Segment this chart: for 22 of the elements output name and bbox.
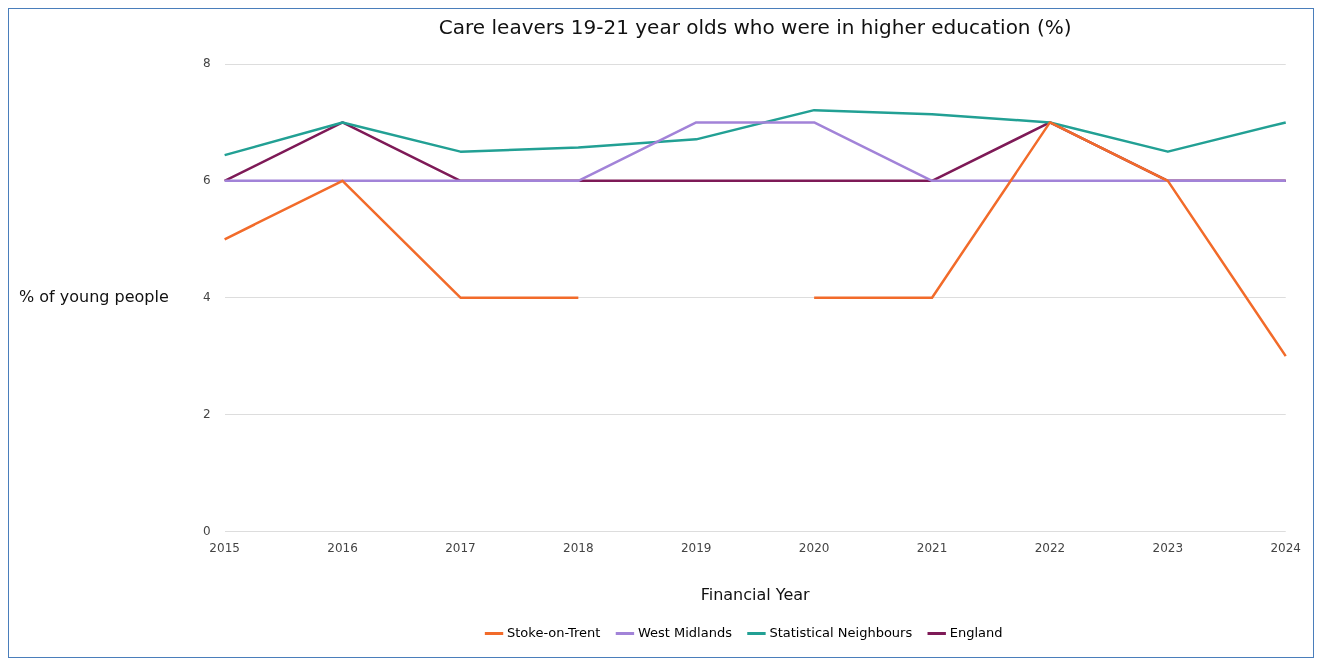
x-tick-label: 2023 <box>1152 540 1184 555</box>
y-tick-label: 2 <box>202 406 211 421</box>
legend-label: West Midlands <box>637 624 733 640</box>
x-tick-label: 2020 <box>798 540 830 555</box>
x-tick-label: 2022 <box>1034 540 1066 555</box>
x-tick-label: 2015 <box>209 540 240 555</box>
x-tick-label: 2019 <box>680 540 712 555</box>
x-tick-label: 2017 <box>445 540 476 555</box>
y-axis-title: % of young people <box>19 286 169 306</box>
x-tick-label: 2016 <box>327 540 358 555</box>
chart-title: Care leavers 19-21 year olds who were in higher education (%) <box>438 15 1072 40</box>
legend-label: Stoke-on-Trent <box>507 624 601 640</box>
x-tick-label: 2024 <box>1270 540 1301 555</box>
y-tick-label: 8 <box>202 56 211 71</box>
x-tick-label: 2021 <box>916 540 948 555</box>
y-tick-label: 4 <box>202 289 211 304</box>
legend-label: England <box>949 624 1003 640</box>
x-tick-label: 2018 <box>563 540 594 555</box>
y-tick-label: 0 <box>202 523 211 538</box>
legend-label: Statistical Neighbours <box>769 624 913 640</box>
y-tick-label: 6 <box>202 172 211 187</box>
x-axis-title: Financial Year <box>700 584 811 604</box>
